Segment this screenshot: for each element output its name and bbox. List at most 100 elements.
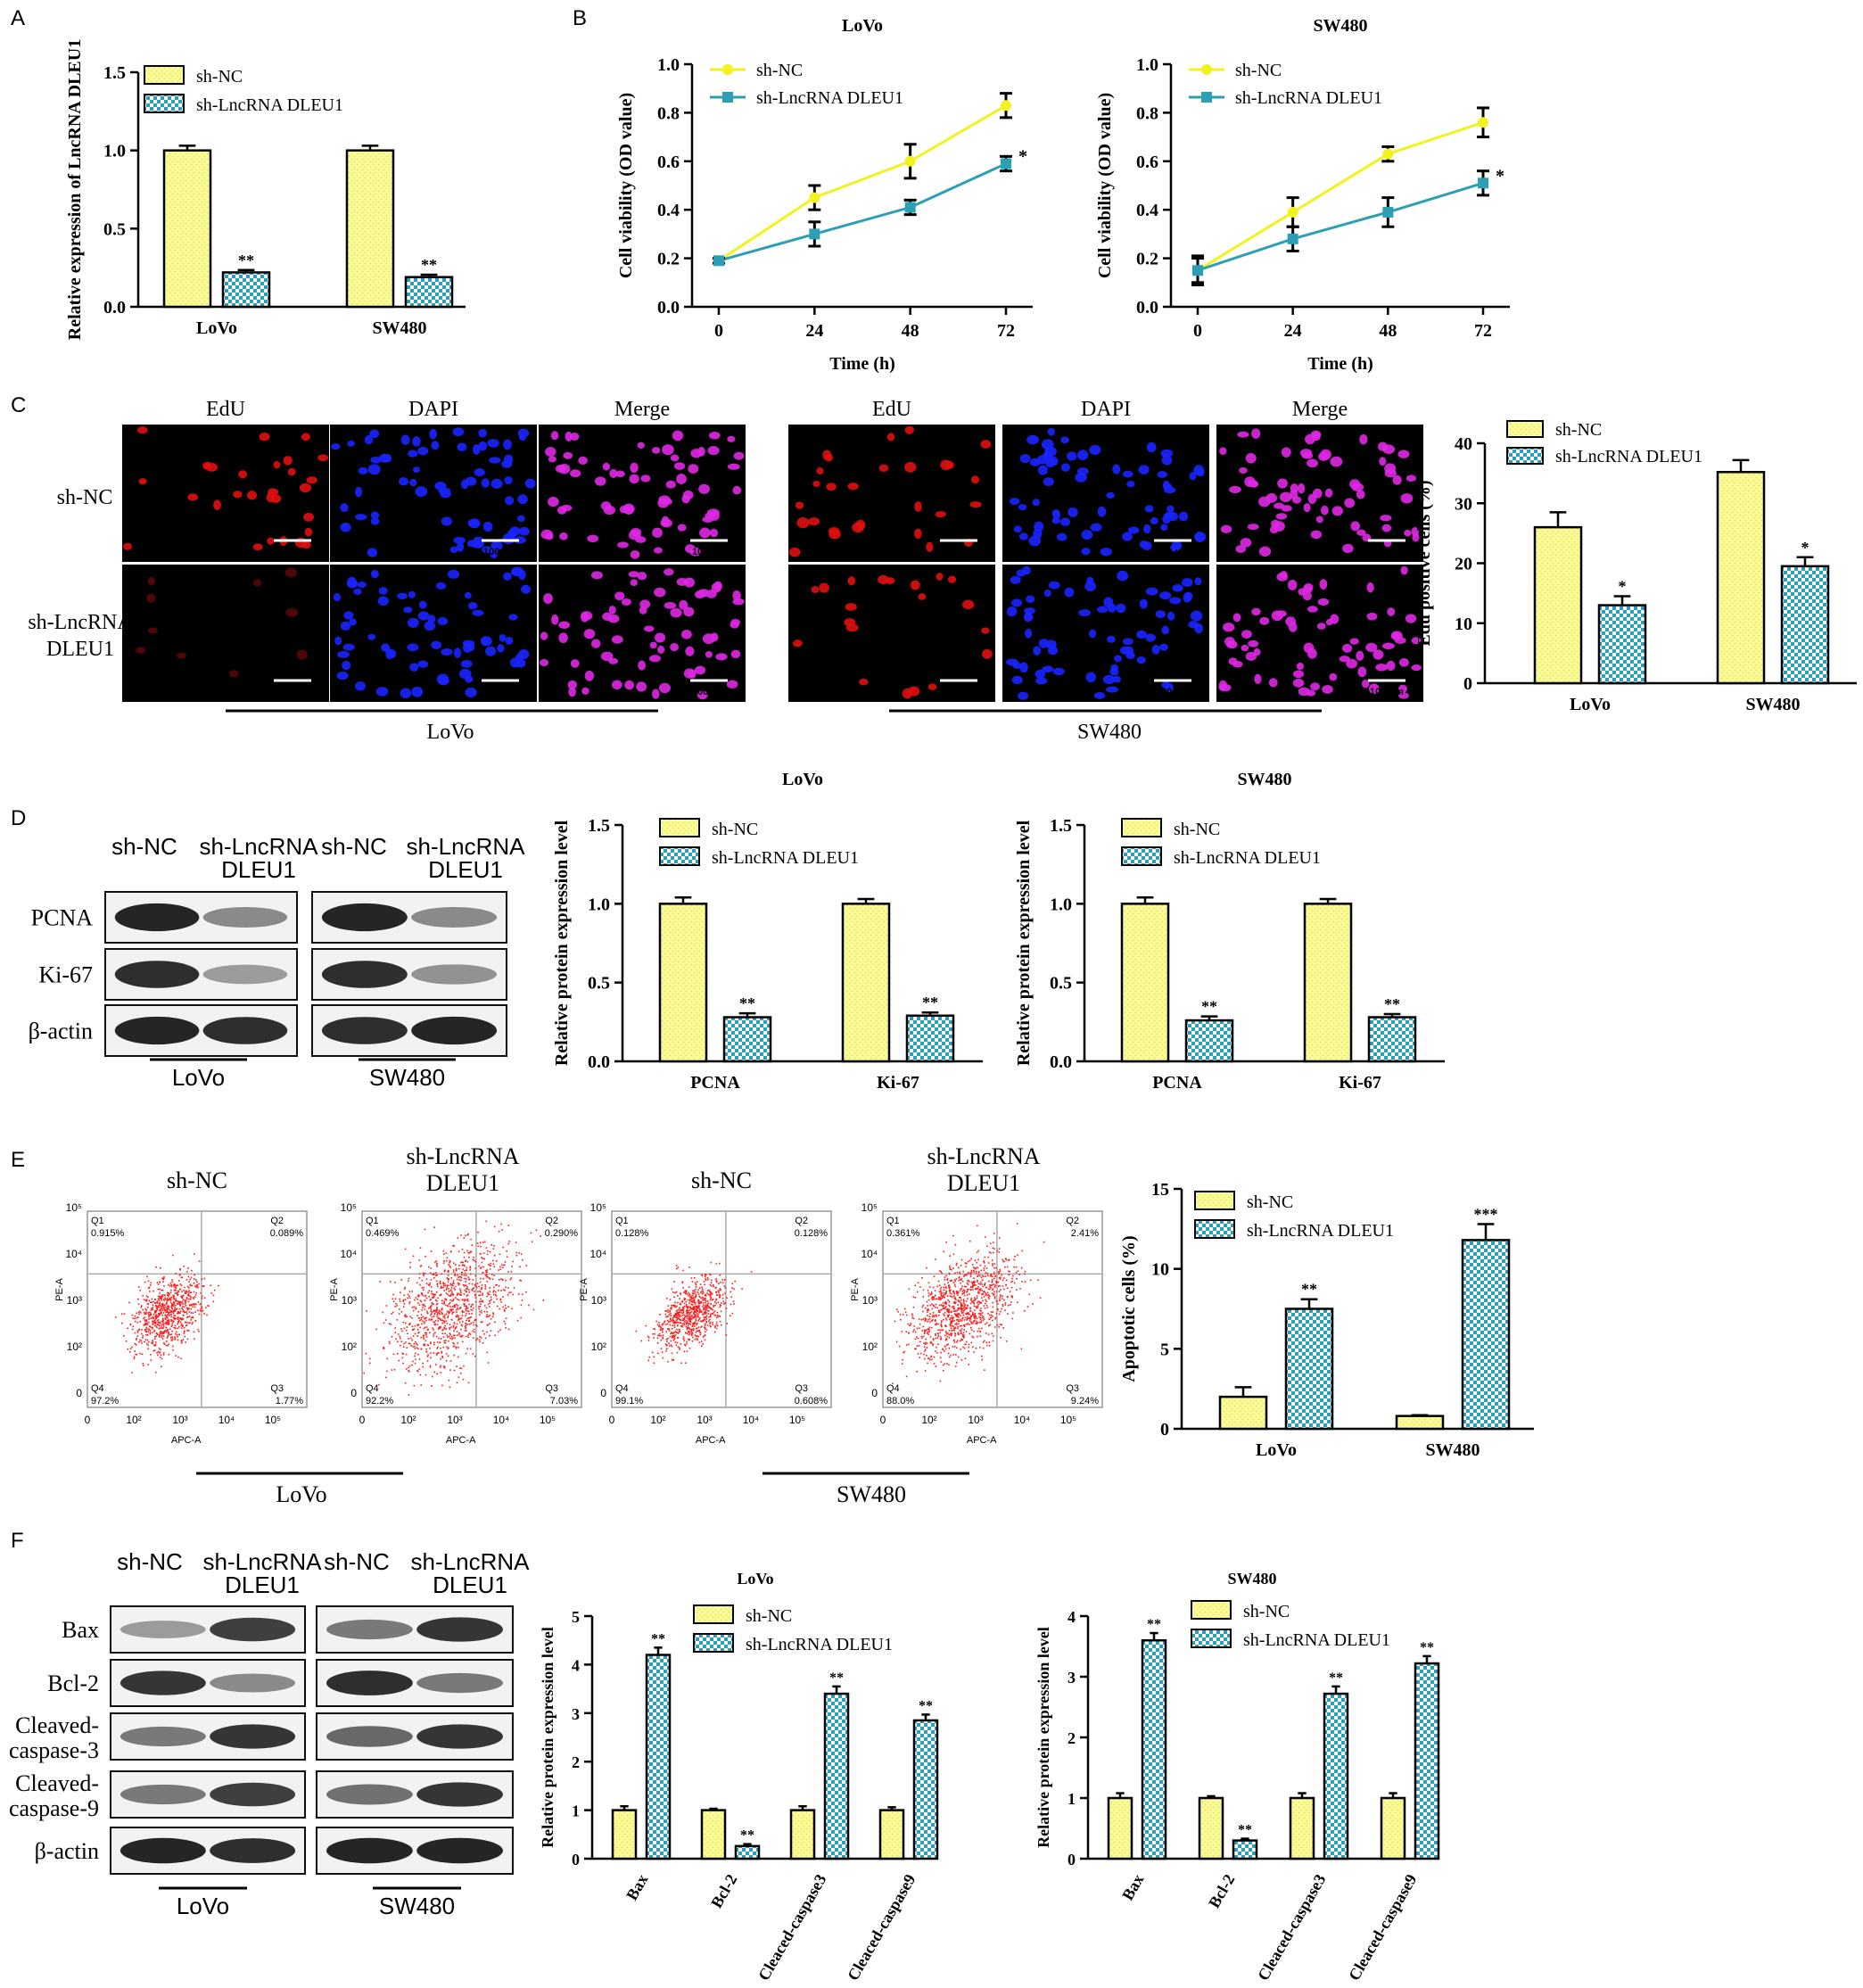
event-dot xyxy=(1011,1296,1013,1299)
event-dot xyxy=(959,1325,961,1327)
event-dot xyxy=(422,1320,424,1323)
event-dot xyxy=(957,1300,960,1302)
event-dot xyxy=(453,1322,456,1324)
cell-nucleus xyxy=(437,616,449,625)
event-dot xyxy=(461,1334,463,1337)
event-dot xyxy=(188,1286,190,1289)
event-dot xyxy=(467,1382,470,1384)
protein-band xyxy=(120,1784,206,1805)
cell-nucleus xyxy=(408,450,418,458)
event-dot xyxy=(166,1323,168,1325)
cell-nucleus xyxy=(518,649,530,660)
event-dot xyxy=(426,1355,429,1357)
event-dot xyxy=(954,1272,956,1274)
event-dot xyxy=(989,1314,991,1316)
cell-nucleus xyxy=(397,592,408,600)
event-dot xyxy=(433,1371,435,1373)
event-dot xyxy=(990,1311,993,1313)
chart-title: LoVo xyxy=(737,1570,773,1588)
event-dot xyxy=(921,1277,923,1279)
cell-nucleus xyxy=(1102,674,1116,685)
event-dot xyxy=(515,1251,517,1254)
legend-label-nc: sh-NC xyxy=(1555,420,1602,440)
event-dot xyxy=(161,1305,163,1307)
event-dot xyxy=(466,1317,469,1320)
scale-bar-label: 100 μm xyxy=(1370,547,1404,557)
event-dot xyxy=(407,1297,408,1299)
bar-nc xyxy=(1120,903,1170,1063)
event-dot xyxy=(432,1273,433,1275)
event-dot xyxy=(672,1322,674,1324)
event-dot xyxy=(455,1348,458,1349)
event-dot xyxy=(991,1292,993,1294)
cell-nucleus xyxy=(1018,504,1027,511)
event-dot xyxy=(702,1297,704,1299)
event-dot xyxy=(168,1343,170,1346)
event-dot xyxy=(922,1289,925,1291)
event-dot xyxy=(453,1369,456,1372)
event-dot xyxy=(669,1317,672,1320)
event-dot xyxy=(721,1282,724,1284)
event-dot xyxy=(147,1328,149,1330)
event-dot xyxy=(446,1305,449,1307)
event-dot xyxy=(675,1322,678,1324)
event-dot xyxy=(993,1263,995,1265)
event-dot xyxy=(134,1332,136,1334)
event-dot xyxy=(170,1303,173,1305)
event-dot xyxy=(173,1326,175,1329)
event-dot xyxy=(703,1316,705,1318)
event-dot xyxy=(1003,1288,1005,1291)
event-dot xyxy=(962,1309,964,1312)
event-dot xyxy=(974,1259,977,1261)
event-dot xyxy=(948,1314,951,1316)
event-dot xyxy=(156,1308,159,1311)
event-dot xyxy=(697,1315,699,1317)
event-dot xyxy=(493,1286,495,1289)
row-label-sh-dleu1: DLEU1 xyxy=(46,638,114,661)
bar-kd xyxy=(404,276,454,309)
event-dot xyxy=(163,1331,166,1332)
event-dot xyxy=(709,1318,711,1321)
event-dot xyxy=(441,1350,443,1353)
event-dot xyxy=(454,1274,457,1277)
event-dot xyxy=(416,1324,419,1327)
event-dot xyxy=(423,1322,425,1324)
event-dot xyxy=(409,1316,411,1318)
cell-nucleus xyxy=(793,639,803,648)
event-dot xyxy=(688,1309,691,1311)
event-dot xyxy=(914,1348,916,1350)
event-dot xyxy=(940,1339,942,1340)
event-dot xyxy=(474,1300,477,1303)
event-dot xyxy=(429,1299,432,1301)
event-dot xyxy=(425,1316,427,1319)
event-dot xyxy=(448,1303,450,1305)
event-dot xyxy=(970,1329,973,1331)
quadrant-value: 88.0% xyxy=(886,1396,914,1406)
event-dot xyxy=(166,1299,169,1301)
event-dot xyxy=(186,1285,189,1288)
event-dot xyxy=(474,1355,476,1357)
event-dot xyxy=(941,1329,943,1332)
cell-nucleus xyxy=(370,517,380,525)
event-dot xyxy=(433,1310,434,1312)
event-dot xyxy=(154,1311,156,1314)
event-dot xyxy=(416,1315,418,1316)
event-dot xyxy=(152,1328,154,1330)
event-dot xyxy=(929,1336,932,1338)
scale-bar-label: 100 μm xyxy=(942,687,976,697)
event-dot xyxy=(711,1293,713,1295)
event-dot xyxy=(713,1285,714,1288)
cell-nucleus xyxy=(481,478,490,488)
significance-mark: ** xyxy=(421,256,437,274)
event-dot xyxy=(931,1299,934,1300)
event-dot xyxy=(136,1321,139,1324)
event-dot xyxy=(418,1277,421,1279)
event-dot xyxy=(388,1340,391,1343)
event-dot xyxy=(169,1328,171,1331)
event-dot xyxy=(458,1294,461,1296)
event-dot xyxy=(922,1296,925,1298)
event-dot xyxy=(431,1291,433,1292)
event-dot xyxy=(160,1312,162,1314)
event-dot xyxy=(707,1306,710,1307)
event-dot xyxy=(447,1274,449,1276)
